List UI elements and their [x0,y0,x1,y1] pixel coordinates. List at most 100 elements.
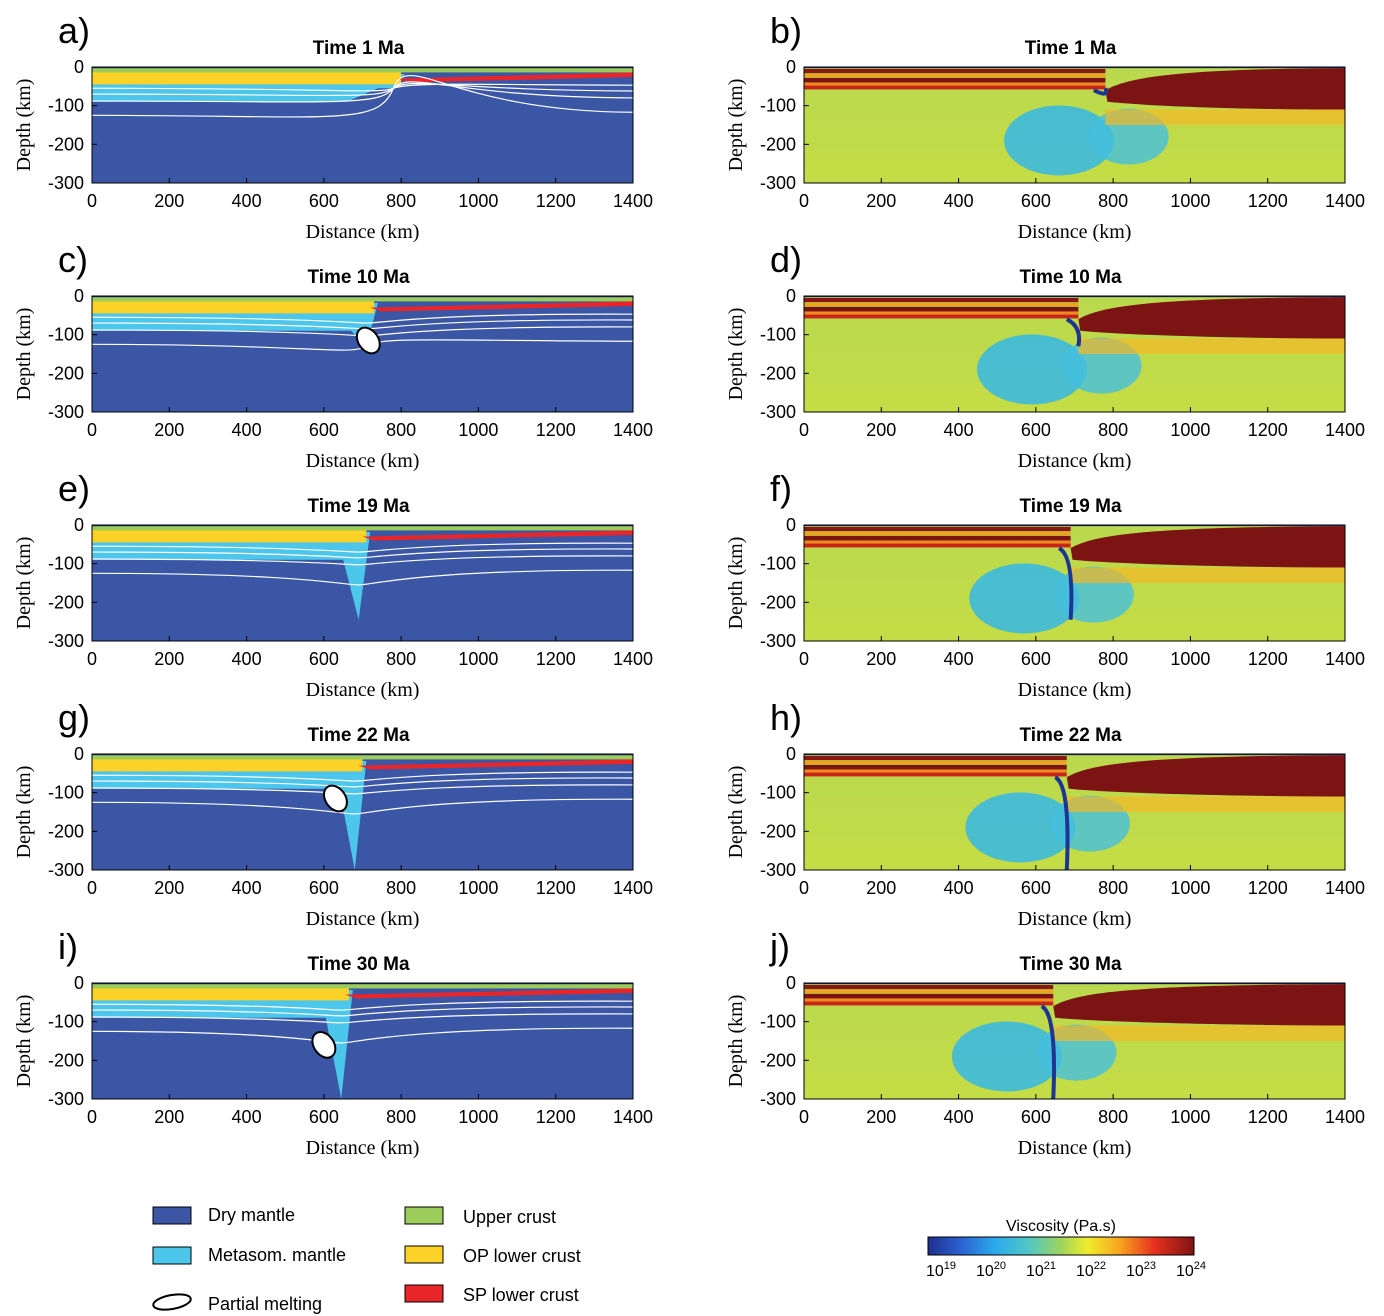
slab-trace [1040,1004,1057,1099]
y-tick-label: -200 [760,363,796,383]
x-tick-label: 0 [799,878,809,898]
sp-lower-crust-field [362,530,633,541]
panel-letter: b) [770,10,802,51]
y-axis-label: Depth (km) [725,308,747,401]
x-tick-label: 800 [386,878,416,898]
x-tick-label: 800 [386,191,416,211]
y-axis-label: Depth (km) [13,308,35,401]
viscosity-band [804,764,1067,770]
x-tick-label: 200 [154,649,184,669]
viscosity-band [804,77,1106,83]
viscosity-band [804,68,1106,74]
y-axis-label: Depth (km) [13,766,35,859]
isotherm-line [92,75,633,118]
x-tick-label: 800 [386,649,416,669]
viscosity-band [804,769,1067,773]
panel-letter: e) [58,468,90,509]
x-axis-label: Distance (km) [1018,221,1132,243]
x-tick-label: 400 [232,649,262,669]
x-tick-label: 1400 [613,191,653,211]
overriding-lithosphere [1066,755,1345,797]
sp-lower-crust-field [345,988,633,999]
x-tick-label: 1000 [1170,649,1210,669]
panel-title: Time 22 Ma [307,725,410,746]
x-tick-label: 1200 [536,191,576,211]
low-viscosity-region [969,563,1080,634]
x-tick-label: 600 [1021,878,1051,898]
legend-swatch-metasom-mantle [152,1246,192,1265]
y-axis-label: Depth (km) [13,537,35,630]
slab-trace [1065,317,1082,347]
viscosity-band [804,543,1071,548]
y-axis-label: Depth (km) [13,995,35,1088]
isotherm-line [92,1000,633,1011]
surface-layer [92,983,633,985]
y-tick-label: 0 [786,57,796,77]
surface-layer [92,754,633,756]
x-tick-label: 0 [87,191,97,211]
panel-letter: h) [770,697,802,738]
x-tick-label: 600 [1021,649,1051,669]
y-tick-label: -200 [48,363,84,383]
x-tick-label: 200 [866,420,896,440]
x-tick-label: 1200 [536,878,576,898]
panel-f: f) Time 19 Ma 0 200 400 600 800 1000 1200 1400 0 -1… [725,468,1365,701]
colorbar-tick-label: 1020 [976,1260,1006,1280]
y-tick-label: -200 [760,592,796,612]
x-tick-label: 0 [799,1107,809,1127]
panel-letter: g) [58,697,90,738]
viscosity-band [804,755,1067,761]
plot-area [92,525,633,641]
x-tick-label: 0 [87,420,97,440]
x-tick-label: 200 [866,649,896,669]
colorbar: Viscosity (Pa.s) 1019 1020 1021 1022 1023 102… [926,1218,1206,1280]
x-axis-label: Distance (km) [1018,1137,1132,1159]
x-tick-label: 400 [944,878,974,898]
overriding-lithosphere [1105,68,1345,110]
y-tick-label: 0 [786,744,796,764]
panel-letter: j) [769,926,790,967]
y-tick-label: -100 [48,325,84,345]
plot-frame [803,295,1346,413]
partial-melting-blob [322,784,348,813]
x-tick-label: 1000 [458,878,498,898]
panel-letter: d) [770,239,802,280]
plot-frame [803,524,1346,642]
isotherm-line [92,569,633,586]
y-tick-label: 0 [74,57,84,77]
plot-area [804,754,1345,870]
x-tick-label: 400 [232,420,262,440]
y-tick-label: -100 [48,96,84,116]
y-tick-label: -300 [760,860,796,880]
isotherm-line [92,784,633,795]
x-axis-label: Distance (km) [306,221,420,243]
panel-letter: c) [58,239,88,280]
x-tick-label: 200 [154,420,184,440]
low-viscosity-region [1004,105,1115,176]
op-lower-crust-field [92,757,363,772]
x-tick-label: 200 [866,878,896,898]
x-tick-label: 200 [154,191,184,211]
y-tick-label: -300 [48,860,84,880]
y-tick-label: 0 [74,973,84,993]
viscosity-band [804,760,1067,765]
x-tick-label: 600 [1021,420,1051,440]
upper-crust-field [92,526,633,531]
isotherm-line [92,542,633,553]
isotherm-line [92,548,633,559]
panel-title: Time 30 Ma [307,954,410,975]
x-tick-label: 400 [944,1107,974,1127]
x-tick-label: 800 [1098,420,1128,440]
op-lower-crust-field [92,528,367,543]
overriding-lithosphere [1078,297,1345,339]
plot-frame [803,66,1346,184]
x-axis-label: Distance (km) [306,450,420,472]
upper-crust-field [92,68,633,73]
x-tick-label: 1000 [1170,420,1210,440]
x-axis-label: Distance (km) [1018,679,1132,701]
sp-lower-crust-field [358,759,633,770]
legend-label-upper-crust: Upper crust [463,1207,556,1227]
panel-h: h) Time 22 Ma 0 200 400 600 800 1000 1200 1400 0 -1… [725,697,1365,930]
x-tick-label: 0 [87,878,97,898]
x-tick-label: 1400 [1325,878,1365,898]
